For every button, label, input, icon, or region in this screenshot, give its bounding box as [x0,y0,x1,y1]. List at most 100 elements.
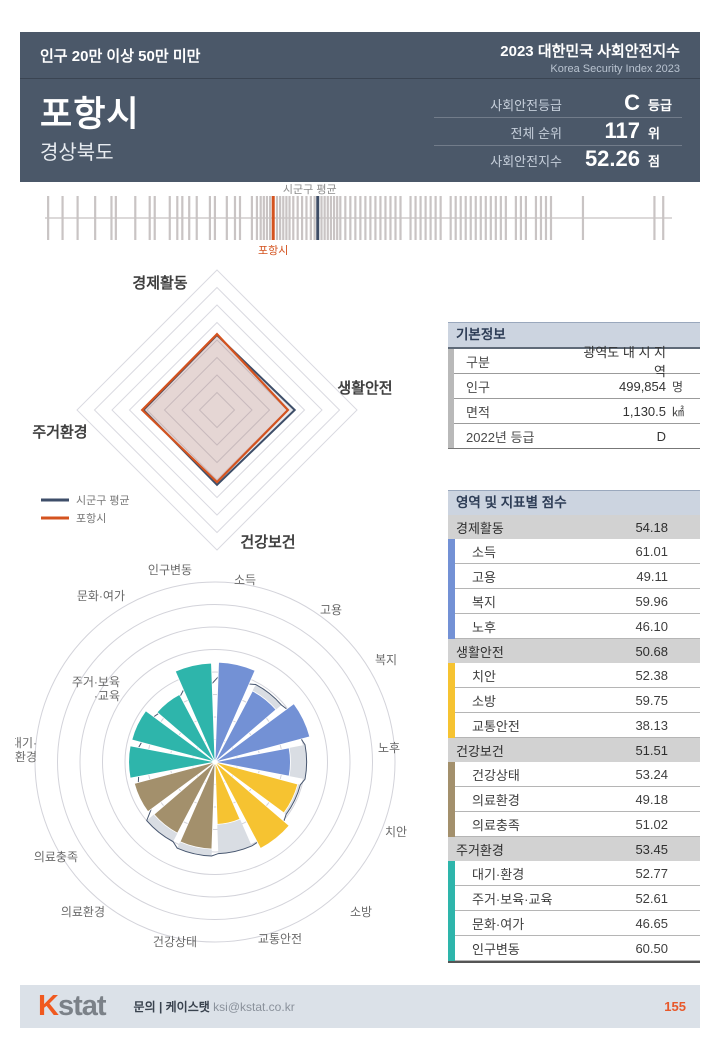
contact-info: 문의 | 케이스탯 ksi@kstat.co.kr [134,998,295,1015]
svg-text:인구변동: 인구변동 [148,563,192,577]
score-item-row: 고용 49.11 [448,564,700,589]
basic-info-row: 면적 1,130.5 ㎢ [448,399,700,424]
score-section-name: 주거환경 [456,842,504,858]
page-number: 155 [664,999,686,1014]
score-section-items: 치안 52.38 소방 59.75 교통안전 38.13 [448,663,700,738]
report-title: 2023 대한민국 사회안전지수 [500,43,680,60]
contact-label: 문의 | 케이스탯 [133,1000,210,1014]
score-item-value: 51.02 [635,816,668,832]
score-section-items: 대기·환경 52.77 주거·보육·교육 52.61 문화·여가 46.65 인구변동 60.… [448,861,700,961]
basic-info-row-value: 1,130.5 [622,403,666,419]
svg-text:대기·환경: 대기· 환경 [15,736,37,764]
score-item-value: 59.96 [635,593,668,609]
svg-text:경제활동: 경제활동 [132,274,187,292]
score-item-label: 노후 [472,619,496,635]
score-item-value: 52.77 [635,865,668,881]
score-section-value: 54.18 [635,519,668,535]
score-item-value: 49.11 [636,568,668,584]
score-item-label: 건강상태 [472,767,520,783]
score-section-color-bar [448,762,455,837]
basic-info-table: 구분 광역도 내 시 지역 인구 499,854 명 면적 1,130.5 ㎢ 2022년 등급… [448,345,700,449]
header-right-titles: 2023 대한민국 사회안전지수 Korea Security Index 20… [500,40,680,75]
score-item-row: 문화·여가 46.65 [448,911,700,936]
stat-unit: 위 [648,126,660,141]
stat-row: 전체 순위 117 위 [434,117,682,145]
svg-text:건강보건: 건강보건 [240,533,295,551]
score-item-row: 의료환경 49.18 [448,787,700,812]
basic-info-left-strip [448,349,454,448]
logo-stat: stat [57,990,107,1022]
svg-text:의료충족: 의료충족 [34,850,78,864]
basic-info-row: 인구 499,854 명 [448,374,700,399]
score-item-value: 52.61 [635,890,668,906]
svg-text:시군구 평균: 시군구 평균 [76,494,130,507]
score-item-value: 38.13 [635,717,668,733]
logo-k: K [38,990,59,1022]
basic-info-row-label: 2022년 등급 [466,429,535,445]
score-item-row: 인구변동 60.50 [448,936,700,961]
population-category-label: 인구 20만 이상 50만 미만 [40,48,201,65]
score-section-color-bar [448,539,455,639]
svg-text:노후: 노후 [378,741,400,755]
svg-text:문화·여가: 문화·여가 [77,589,125,603]
score-item-value: 52.38 [635,667,668,683]
svg-text:치안: 치안 [385,825,407,839]
score-section-items: 건강상태 53.24 의료환경 49.18 의료충족 51.02 [448,762,700,837]
score-item-label: 소득 [472,544,496,560]
score-section-color-bar [448,861,455,961]
score-item-value: 49.18 [635,791,668,807]
score-section-color-bar [448,663,455,738]
score-item-label: 복지 [472,594,496,610]
report-subtitle-en: Korea Security Index 2023 [550,63,680,75]
score-item-value: 61.01 [635,543,668,559]
score-section-items: 소득 61.01 고용 49.11 복지 59.96 노후 46.10 [448,539,700,639]
score-item-value: 46.10 [635,618,668,634]
scores-table: 경제활동 54.18 소득 61.01 고용 49.11 복지 59.96 노후 46.10 생활안… [448,515,700,963]
score-item-value: 60.50 [635,940,668,956]
score-item-row: 소득 61.01 [448,539,700,564]
stat-unit: 점 [648,154,660,169]
basic-info-row-unit: 명 [672,379,684,394]
score-section-name: 경제활동 [456,520,504,536]
score-item-label: 주거·보육·교육 [472,891,553,907]
score-section-value: 51.51 [635,742,668,758]
basic-info-row-label: 면적 [466,404,490,420]
score-item-row: 소방 59.75 [448,688,700,713]
stat-unit: 등급 [648,98,672,113]
svg-text:생활안전: 생활안전 [337,379,392,397]
svg-text:건강상태: 건강상태 [153,935,197,949]
score-item-label: 대기·환경 [472,866,525,882]
score-item-label: 소방 [472,693,496,709]
score-item-label: 인구변동 [472,941,520,957]
score-section-value: 50.68 [635,643,668,659]
stat-label: 전체 순위 [510,126,562,141]
score-item-label: 치안 [472,668,496,684]
score-section-header: 생활안전 50.68 [448,639,700,663]
score-item-row: 노후 46.10 [448,614,700,639]
svg-text:고용: 고용 [320,603,342,617]
stat-label: 사회안전지수 [490,154,562,169]
score-item-label: 고용 [472,569,496,585]
stat-row: 사회안전등급 C 등급 [434,90,682,117]
score-section-header: 주거환경 53.45 [448,837,700,861]
score-item-row: 대기·환경 52.77 [448,861,700,886]
svg-text:의료환경: 의료환경 [61,905,105,919]
basic-info-panel: 기본정보 구분 광역도 내 시 지역 인구 499,854 명 면적 1,130.5 ㎢ 202… [448,322,700,449]
city-title: 포항시 [40,95,140,134]
basic-info-title: 기본정보 [448,322,700,347]
score-item-row: 건강상태 53.24 [448,762,700,787]
score-item-label: 의료충족 [472,817,520,833]
score-item-value: 59.75 [635,692,668,708]
contact-email: ksi@kstat.co.kr [213,1000,295,1014]
basic-info-row-value: 광역도 내 시 지역 [583,345,666,379]
stat-row: 사회안전지수 52.26 점 [434,145,682,173]
score-item-value: 46.65 [635,915,668,931]
stat-value: 117 [604,118,641,143]
score-section-value: 53.45 [635,841,668,857]
svg-text:복지: 복지 [375,653,397,667]
score-item-row: 치안 52.38 [448,663,700,688]
score-item-row: 교통안전 38.13 [448,713,700,738]
